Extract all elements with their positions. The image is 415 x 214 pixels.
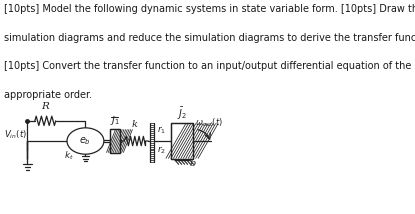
- Text: [10pts] Convert the transfer function to an input/output differential equation o: [10pts] Convert the transfer function to…: [4, 61, 412, 71]
- Text: k: k: [132, 120, 138, 129]
- Text: b: b: [189, 159, 195, 168]
- Text: simulation diagrams and reduce the simulation diagrams to derive the transfer fu: simulation diagrams and reduce the simul…: [4, 33, 415, 43]
- Circle shape: [67, 128, 104, 154]
- Text: $\omega_{out}(t)$: $\omega_{out}(t)$: [195, 116, 222, 129]
- Text: $r_1$: $r_1$: [157, 125, 166, 136]
- Text: $k_t$: $k_t$: [63, 149, 73, 162]
- Text: $e_b$: $e_b$: [79, 135, 91, 147]
- Text: appropriate order.: appropriate order.: [4, 90, 93, 100]
- Bar: [171, 123, 193, 159]
- Text: R: R: [42, 102, 49, 111]
- Text: $J_1$: $J_1$: [110, 114, 120, 127]
- Text: $r_2$: $r_2$: [157, 145, 166, 156]
- Text: $V_{in}(t)$: $V_{in}(t)$: [4, 128, 27, 141]
- Text: [10pts] Model the following dynamic systems in state variable form. [10pts] Draw: [10pts] Model the following dynamic syst…: [4, 4, 415, 14]
- Bar: [110, 129, 120, 153]
- Bar: [171, 123, 193, 159]
- Bar: [110, 129, 120, 153]
- Text: $\bar{J}_2$: $\bar{J}_2$: [177, 106, 187, 122]
